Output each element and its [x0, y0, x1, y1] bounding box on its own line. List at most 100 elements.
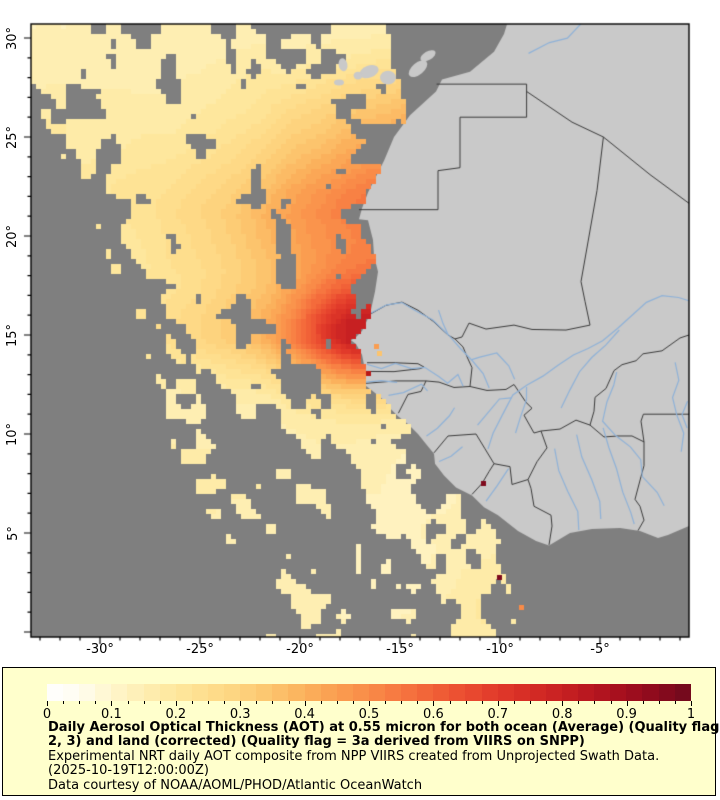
colorbar-tick-label: 0.6 — [423, 707, 444, 722]
x-axis-tick-label: -5° — [590, 642, 610, 657]
colorbar-tick — [191, 701, 193, 704]
colorbar-tick — [304, 701, 306, 706]
colorbar-tick — [513, 701, 515, 704]
colorbar-block — [658, 684, 675, 701]
colorbar-block — [465, 684, 482, 701]
colorbar-tick — [336, 701, 338, 704]
colorbar-tick — [47, 701, 48, 706]
x-axis-tick-label: -20° — [286, 642, 314, 657]
colorbar-tick — [481, 701, 483, 704]
y-axis-tick-label: 15° — [5, 323, 21, 347]
colorbar-block — [562, 684, 579, 701]
colorbar-block — [127, 684, 144, 701]
colorbar-block — [143, 684, 160, 701]
colorbar-block — [288, 684, 305, 701]
colorbar-block — [240, 684, 257, 701]
colorbar-block — [594, 684, 611, 701]
colorbar-tick — [578, 701, 580, 704]
colorbar-tick — [320, 701, 322, 704]
legend-caption-line: Experimental NRT daily AOT composite fro… — [48, 748, 660, 764]
colorbar-tick — [352, 701, 354, 704]
colorbar-block — [47, 684, 64, 701]
colorbar-tick — [143, 701, 145, 704]
legend-caption-line: (2025-10-19T12:00:00Z) — [48, 763, 209, 779]
colorbar-block — [417, 684, 434, 701]
colorbar-block — [481, 684, 498, 701]
colorbar-tick-label: 0.8 — [551, 707, 573, 722]
colorbar-block — [545, 684, 562, 701]
y-axis-tick-label: 5° — [5, 525, 21, 541]
colorbar-tick — [417, 701, 419, 704]
colorbar-block — [578, 684, 595, 701]
colorbar-block — [433, 684, 450, 701]
colorbar-tick — [288, 701, 290, 704]
colorbar-block — [79, 684, 96, 701]
colorbar-tick — [691, 701, 692, 706]
y-axis-tick-label: 30° — [5, 26, 21, 50]
colorbar-block — [207, 684, 225, 701]
legend-caption-line: Data courtesy of NOAA/AOML/PHOD/Atlantic… — [48, 777, 423, 793]
colorbar-tick — [240, 701, 242, 706]
colorbar-tick — [111, 701, 113, 706]
colorbar-tick-label: 0.5 — [358, 707, 380, 722]
colorbar-tick — [433, 701, 435, 706]
colorbar-block — [497, 684, 514, 701]
colorbar-tick-label: 0.2 — [165, 707, 187, 722]
colorbar-tick — [385, 701, 387, 704]
colorbar-tick — [175, 701, 177, 706]
colorbar-tick-label: 0 — [42, 707, 52, 722]
colorbar-tick — [626, 701, 628, 706]
colorbar-tick — [610, 701, 612, 704]
y-axis-tick-label: 10° — [5, 422, 21, 446]
colorbar-tick — [79, 701, 81, 704]
colorbar-tick — [256, 701, 258, 704]
colorbar-tick — [546, 701, 548, 704]
colorbar-tick — [63, 701, 65, 704]
colorbar-block — [272, 684, 289, 701]
colorbar-tick — [642, 701, 644, 704]
colorbar-tick — [159, 701, 161, 704]
colorbar-tick — [497, 701, 499, 706]
colorbar-tick — [127, 701, 129, 704]
colorbar-tick — [401, 701, 403, 704]
colorbar-block — [529, 684, 546, 701]
colorbar-block — [304, 684, 321, 701]
colorbar-block — [642, 684, 659, 701]
colorbar-block — [513, 684, 530, 701]
colorbar-block — [336, 684, 353, 701]
legend-panel: 0 0.1 0.2 0.3 0.4 0.5 0.6 0.7 0.8 0.9 1 Daily Aero… — [2, 667, 720, 796]
colorbar-tick-label: 0.4 — [294, 707, 315, 722]
colorbar-tick — [530, 701, 531, 704]
colorbar-tick — [272, 701, 274, 704]
colorbar-tick — [224, 701, 226, 704]
colorbar-tick — [562, 701, 564, 706]
colorbar-block — [368, 684, 385, 701]
legend-caption-line: 2, 3) and land (corrected) (Quality flag… — [48, 734, 585, 750]
colorbar-tick — [658, 701, 660, 704]
colorbar-block — [95, 684, 112, 701]
colorbar-block — [159, 684, 176, 701]
colorbar-block — [401, 684, 418, 701]
colorbar-block — [449, 684, 466, 701]
x-axis-tick-label: -10° — [486, 642, 514, 657]
colorbar — [47, 684, 691, 701]
x-axis-tick-label: -25° — [186, 642, 214, 657]
colorbar-block — [63, 684, 80, 701]
colorbar-block — [674, 684, 691, 701]
colorbar-tick — [674, 701, 676, 704]
colorbar-tick — [369, 701, 370, 706]
colorbar-tick — [465, 701, 467, 704]
x-axis-tick-label: -15° — [386, 642, 414, 657]
colorbar-block — [352, 684, 369, 701]
colorbar-tick-label: 0.7 — [487, 707, 509, 722]
colorbar-tick-label: 1 — [686, 707, 696, 722]
colorbar-tick-label: 0.9 — [616, 707, 637, 722]
colorbar-tick — [95, 701, 97, 704]
colorbar-tick-label: 0.3 — [229, 707, 251, 722]
colorbar-block — [384, 684, 402, 701]
colorbar-tick — [449, 701, 451, 704]
colorbar-tick-label: 0.1 — [101, 707, 122, 722]
colorbar-block — [320, 684, 337, 701]
